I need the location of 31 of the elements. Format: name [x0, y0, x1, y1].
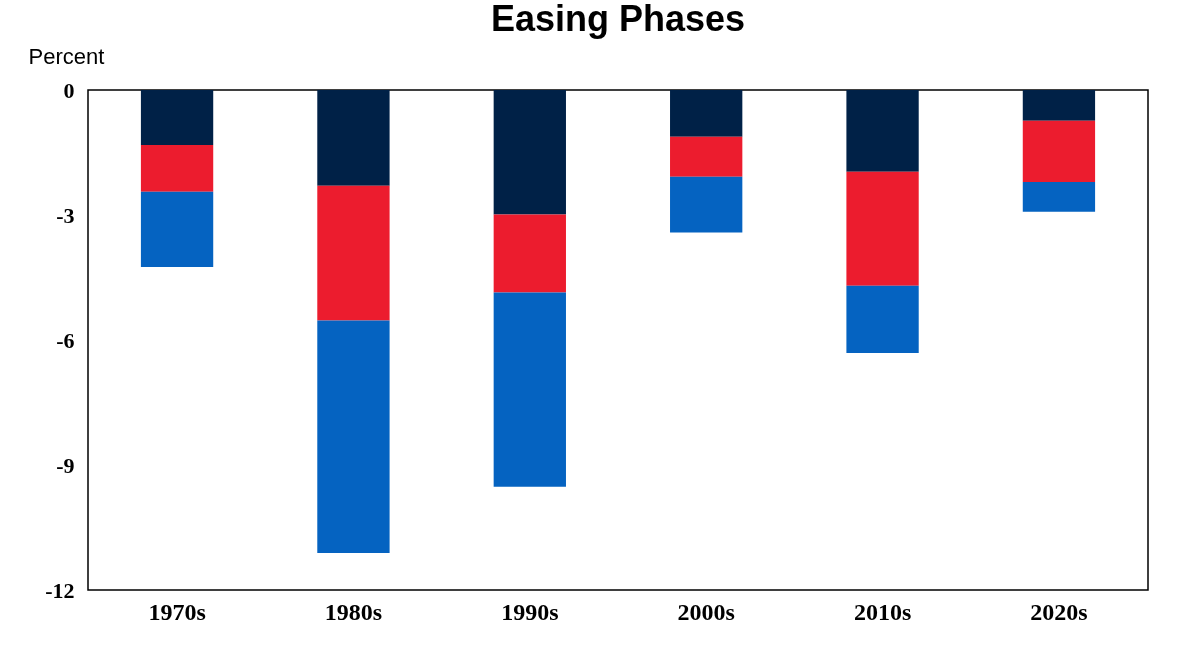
x-tick-label: 2010s: [853, 598, 912, 625]
x-tick-label: 1990s: [501, 598, 559, 625]
bar: [670, 176, 743, 233]
bar: [670, 90, 743, 137]
y-tick-label: -12: [45, 577, 75, 603]
x-tick-label: 1980s: [324, 598, 383, 625]
x-tick-label: 2000s: [677, 598, 735, 625]
bar: [493, 214, 566, 293]
chart-title: Easing Phases: [490, 0, 746, 39]
bar: [670, 136, 743, 177]
bar: [1022, 90, 1096, 121]
x-tick-label: 2020s: [1030, 598, 1088, 625]
bar: [846, 90, 919, 172]
y-axis-title: Percent: [28, 43, 105, 69]
bar: [140, 191, 214, 268]
y-tick-label: -3: [56, 202, 75, 228]
bar: [1022, 120, 1096, 183]
y-tick-label: -9: [56, 452, 75, 478]
bar: [846, 285, 919, 353]
bar: [493, 90, 566, 215]
y-tick-label: 0: [63, 77, 75, 103]
y-tick-label: -6: [56, 327, 75, 353]
bar: [317, 185, 390, 321]
bar: [317, 320, 390, 553]
bar: [1022, 182, 1096, 212]
bar: [140, 145, 214, 192]
bar: [317, 90, 390, 186]
bar: [140, 90, 214, 145]
x-tick-label: 1970s: [148, 598, 206, 625]
bar: [493, 292, 566, 487]
bar: [846, 171, 919, 286]
